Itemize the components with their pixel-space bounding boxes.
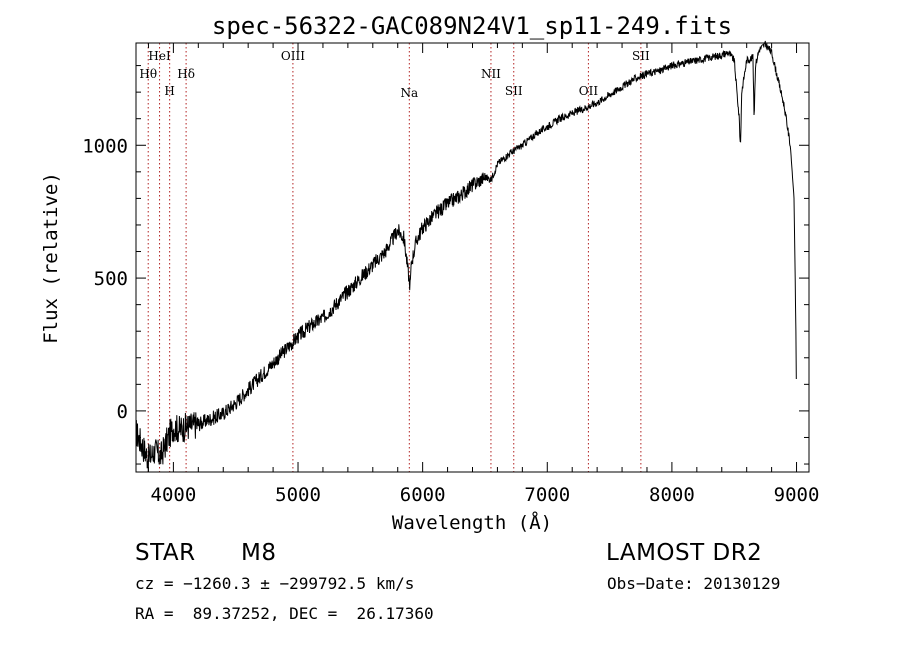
x-tick-label: 5000 xyxy=(275,484,321,506)
line-marker-label: OIII xyxy=(281,49,305,63)
x-tick-label: 8000 xyxy=(649,484,695,506)
x-axis-label: Wavelength (Å) xyxy=(392,511,552,534)
object-type: STAR xyxy=(135,540,196,566)
x-tick-label: 6000 xyxy=(400,484,446,506)
x-tick-label: 7000 xyxy=(524,484,570,506)
survey-name: LAMOST DR2 xyxy=(606,540,763,566)
line-marker-label: SII xyxy=(632,49,650,63)
chart-title: spec-56322-GAC089N24V1_sp11-249.fits xyxy=(212,12,732,40)
coordinates: RA = 89.37252, DEC = 26.17360 xyxy=(135,604,434,623)
x-axis-ticks: 4000 5000 6000 7000 8000 9000 xyxy=(147,43,820,506)
object-subclass: M8 xyxy=(241,540,277,566)
line-marker-label: Hθ xyxy=(139,67,157,81)
line-marker-label: HeI xyxy=(148,49,171,63)
x-tick-label: 4000 xyxy=(151,484,197,506)
y-tick-label: 0 xyxy=(117,401,128,423)
y-tick-label: 1000 xyxy=(82,135,128,157)
x-tick-label: 9000 xyxy=(774,484,820,506)
y-axis-ticks: 0 500 1000 xyxy=(82,65,809,465)
y-tick-label: 500 xyxy=(94,268,128,290)
line-marker-label: H xyxy=(164,84,174,98)
line-marker-label: Na xyxy=(400,86,418,100)
observation-date: Obs−Date: 20130129 xyxy=(607,574,781,593)
emission-line-markers: Hθ HeI HHδ OIII Na NII SII OII SII xyxy=(139,43,650,472)
line-marker-label: NII xyxy=(481,67,501,81)
line-marker-label: Hδ xyxy=(177,67,195,81)
redshift-velocity: cz = −1260.3 ± −299792.5 km/s xyxy=(135,574,415,593)
spectrum-line xyxy=(135,40,797,472)
line-marker-label: SII xyxy=(505,84,523,98)
y-axis-label: Flux (relative) xyxy=(40,172,62,344)
line-marker-label: OII xyxy=(579,84,599,98)
